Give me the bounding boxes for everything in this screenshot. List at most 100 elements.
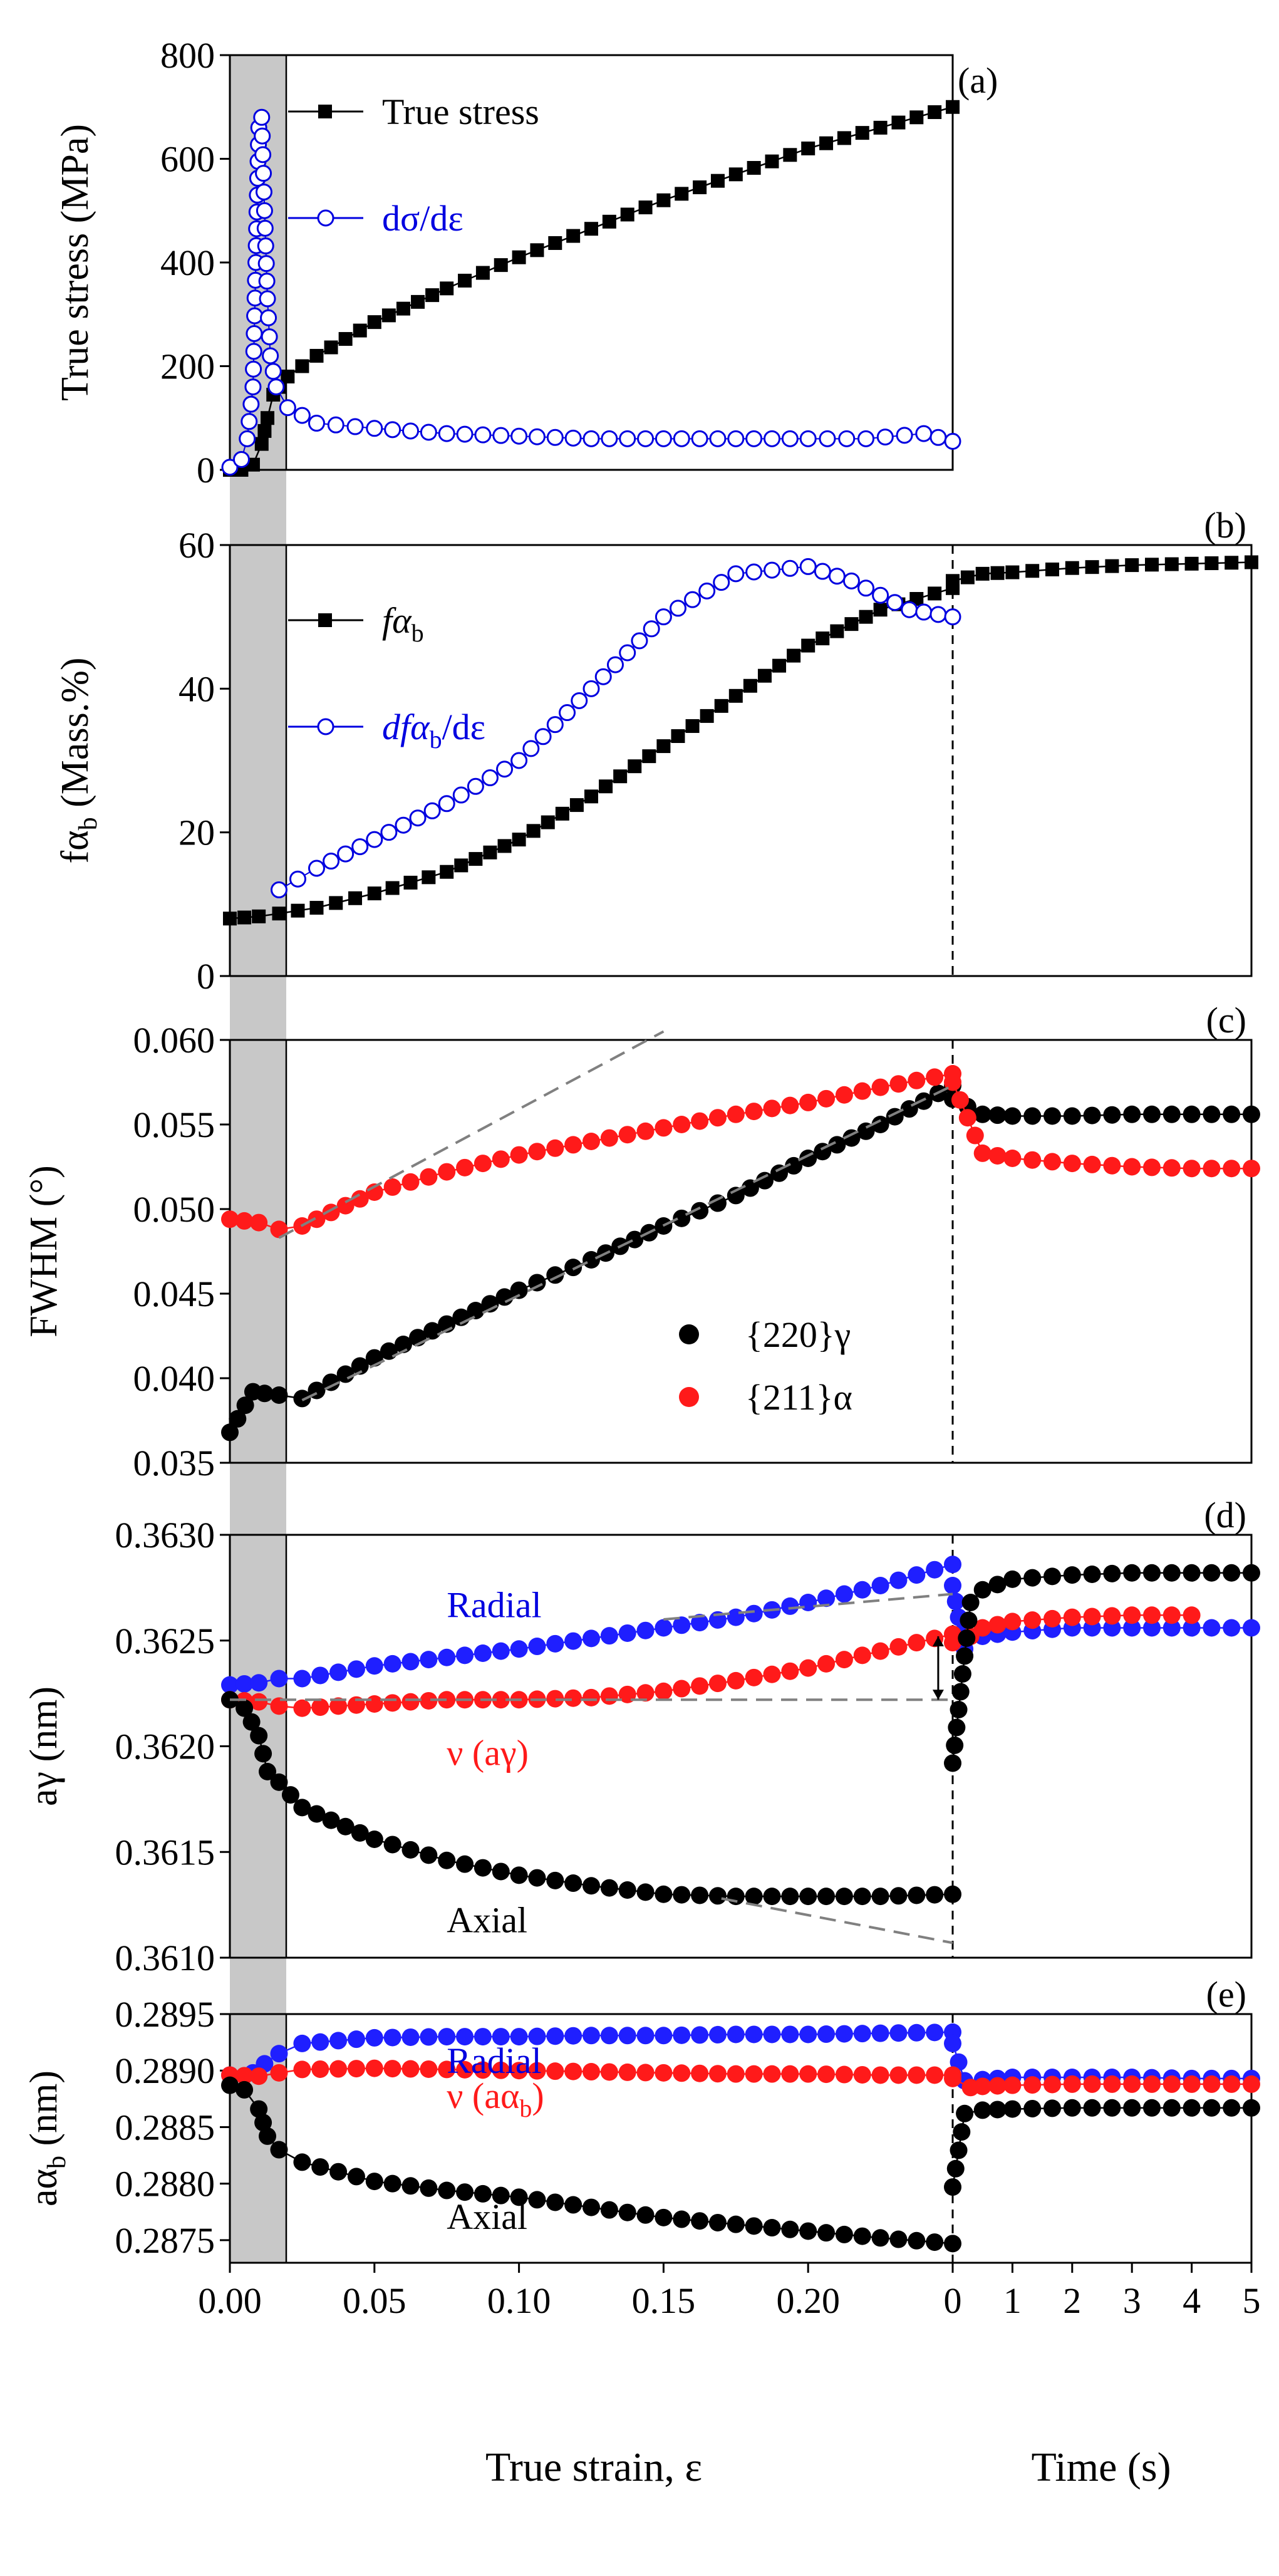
data-point (700, 709, 714, 723)
data-point (1203, 2075, 1221, 2093)
data-point (351, 1357, 369, 1375)
data-point (619, 430, 636, 447)
data-point (423, 802, 441, 819)
data-point (859, 610, 873, 624)
y-tick-label: 0.2895 (115, 1994, 215, 2035)
data-point (871, 2066, 889, 2084)
panel-e: 0.2875 0.2880 0.2885 0.2890 0.2895 aαb (nm) (e… (23, 1974, 1260, 2264)
data-point (799, 2025, 817, 2044)
x-tick-label: 0.15 (632, 2280, 696, 2321)
data-point (636, 1621, 655, 1639)
data-point (817, 2025, 836, 2044)
data-point (673, 2064, 691, 2082)
y-tick-label: 600 (160, 139, 215, 180)
data-point (257, 255, 275, 273)
data-point (492, 2061, 510, 2079)
data-point (763, 1665, 781, 1683)
data-point (889, 1571, 908, 1589)
data-point (1243, 1619, 1260, 1637)
data-point (1203, 2099, 1221, 2117)
data-point (973, 1105, 992, 1123)
data-point (254, 127, 271, 145)
series-arrow-strain (932, 1636, 944, 1700)
data-point (250, 1674, 268, 1692)
data-point (438, 425, 455, 442)
data-point (564, 1689, 583, 1707)
data-point (250, 1693, 268, 1711)
data-point (1103, 1607, 1121, 1625)
y-axis-label: aγ (nm) (23, 1686, 65, 1806)
data-point (402, 422, 419, 440)
data-point (599, 779, 613, 794)
data-point (293, 1389, 311, 1408)
data-point (242, 395, 260, 413)
data-point (1143, 1619, 1161, 1637)
data-point (915, 603, 933, 621)
data-point (385, 881, 400, 895)
y-tick-label: 0.050 (133, 1189, 215, 1230)
data-point (956, 2104, 974, 2122)
data-point (600, 2201, 618, 2219)
data-point (710, 174, 725, 188)
data-point (293, 1699, 311, 1717)
data-point (708, 1194, 727, 1212)
data-point (583, 680, 600, 697)
data-point (799, 558, 817, 575)
data-point (267, 378, 285, 396)
legend-label: dσ/dε (382, 198, 463, 239)
data-point (1105, 559, 1119, 573)
data-point (259, 290, 276, 308)
data-point (1083, 2075, 1101, 2093)
data-point (799, 2222, 817, 2240)
data-point (546, 1690, 564, 1708)
data-point (656, 193, 671, 207)
data-point (708, 2213, 727, 2231)
data-point (799, 1093, 817, 1111)
data-point (250, 2100, 268, 2118)
data-point (745, 1604, 763, 1623)
data-point (308, 415, 325, 432)
series-annotation: ν (aαb) (447, 2075, 544, 2122)
data-point (1085, 560, 1099, 574)
data-point (727, 1187, 745, 1205)
data-point (889, 1638, 908, 1656)
y-tick-label: 0.2885 (115, 2107, 215, 2148)
data-point (564, 1874, 583, 1893)
data-point (1245, 555, 1258, 569)
data-point (474, 1155, 492, 1173)
data-point (250, 1727, 268, 1745)
data-point (691, 2026, 709, 2044)
data-point (492, 1150, 510, 1168)
x-axis-label: True strain, ε (485, 2444, 702, 2490)
data-point (541, 815, 555, 829)
data-point (755, 1171, 774, 1190)
data-point (583, 1133, 600, 1150)
data-point (671, 729, 685, 744)
data-point (727, 2215, 745, 2233)
data-point (546, 1139, 564, 1157)
data-point (420, 2028, 438, 2046)
data-point (351, 838, 369, 856)
series-line (229, 1699, 953, 1898)
data-point (291, 903, 305, 918)
data-point (456, 1646, 474, 1665)
data-point (270, 2045, 288, 2063)
data-point (944, 608, 961, 626)
dashed-guide-line (721, 1897, 953, 1945)
data-point (691, 2212, 709, 2230)
data-point (814, 563, 831, 580)
data-point (944, 2235, 961, 2253)
y-tick-label: 0.3610 (115, 1938, 215, 1978)
data-point (475, 266, 490, 280)
data-point (583, 1688, 600, 1706)
data-point (926, 2233, 944, 2251)
data-point (474, 2184, 492, 2203)
data-point (221, 1423, 239, 1441)
data-point (322, 1373, 340, 1391)
data-point (528, 1143, 546, 1161)
data-point (636, 1684, 655, 1702)
data-point (380, 824, 398, 841)
data-point (1162, 2099, 1181, 2117)
data-point (401, 2177, 420, 2195)
series--211--time (944, 1073, 1260, 1178)
